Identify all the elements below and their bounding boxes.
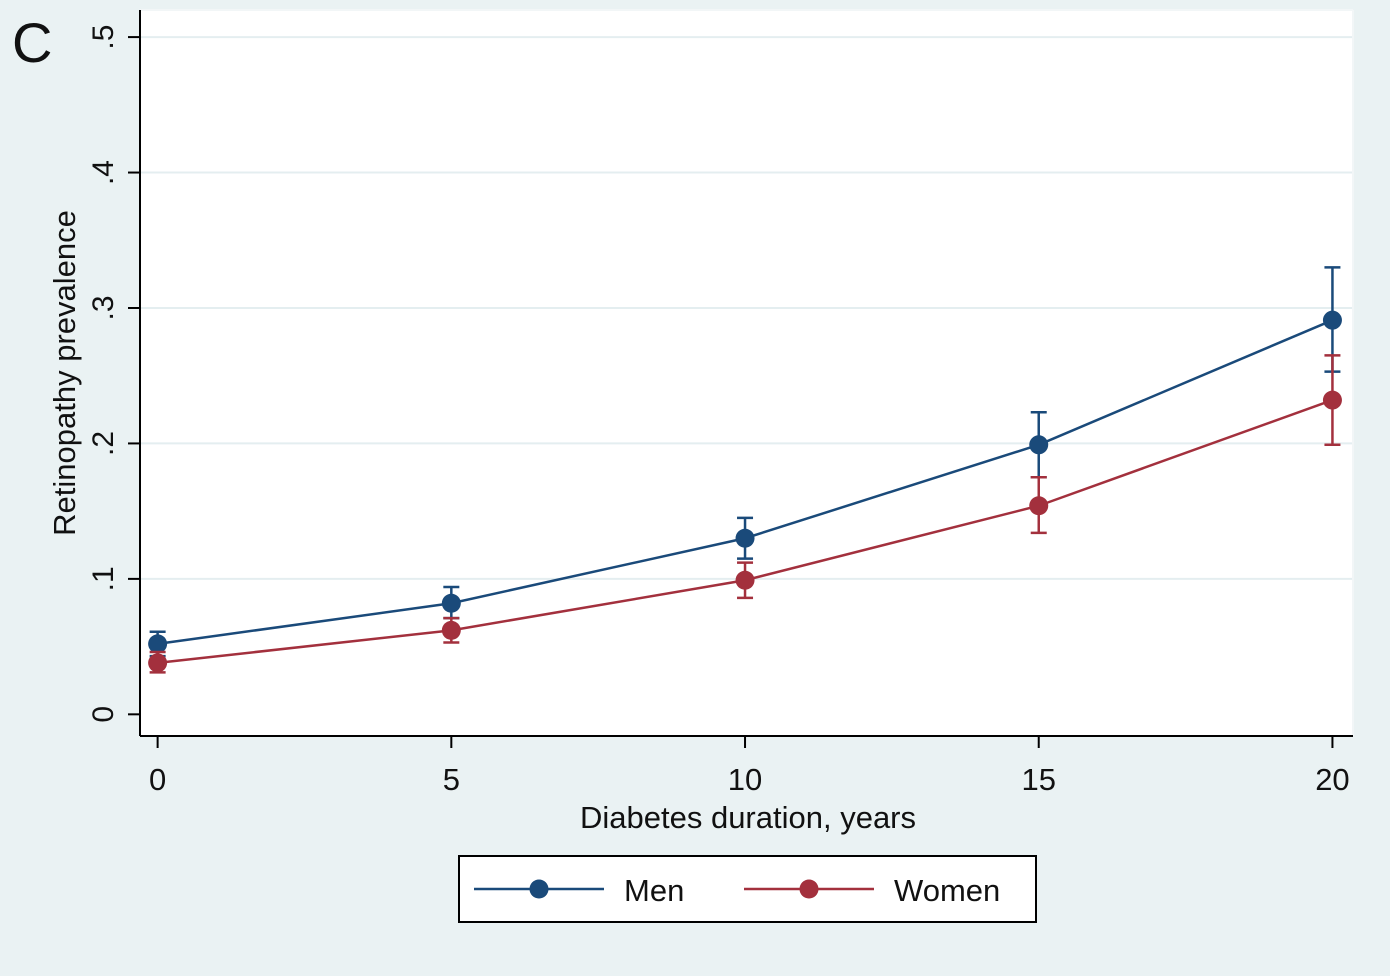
- series-layer: [148, 266, 1342, 674]
- women-point: [441, 620, 461, 640]
- plot-frame: [139, 9, 1354, 737]
- panel-label: C: [12, 11, 52, 74]
- y-tick-label: .2: [87, 431, 120, 456]
- x-tick-label: 15: [1021, 762, 1055, 797]
- legend-swatch-marker: [529, 879, 549, 899]
- y-tick-label: .3: [87, 295, 120, 320]
- y-tick-label: .5: [87, 25, 120, 50]
- legend-swatch-marker: [799, 879, 819, 899]
- women-point: [1322, 390, 1342, 410]
- x-tick-label: 5: [443, 762, 460, 797]
- x-axis: 0 5 10 15 20: [149, 736, 1350, 797]
- y-tick-label: .1: [87, 566, 120, 591]
- y-axis: 0 .1 .2 .3 .4 .5: [87, 25, 140, 723]
- x-axis-label: Diabetes duration, years: [580, 800, 916, 835]
- legend-label: Women: [894, 873, 1000, 908]
- gridlines: [140, 36, 1353, 580]
- legend-label: Men: [624, 873, 684, 908]
- men-point: [441, 593, 461, 613]
- men-point: [735, 528, 755, 548]
- legend: Men Women: [458, 855, 1037, 923]
- legend-item-men: Men: [474, 873, 684, 908]
- series-women: [148, 354, 1342, 674]
- legend-item-women: Women: [744, 873, 1000, 908]
- y-tick-label: .4: [87, 160, 120, 185]
- x-tick-label: 20: [1315, 762, 1349, 797]
- y-axis-label: Retinopathy prevalence: [47, 210, 82, 536]
- x-tick-label: 0: [149, 762, 166, 797]
- plot-area: [140, 10, 1353, 736]
- y-tick-label: 0: [87, 706, 120, 723]
- x-tick-label: 10: [728, 762, 762, 797]
- men-point: [148, 634, 168, 654]
- women-point: [1029, 496, 1049, 516]
- men-point: [1029, 435, 1049, 455]
- women-point: [735, 570, 755, 590]
- women-point: [148, 653, 168, 673]
- men-point: [1322, 310, 1342, 330]
